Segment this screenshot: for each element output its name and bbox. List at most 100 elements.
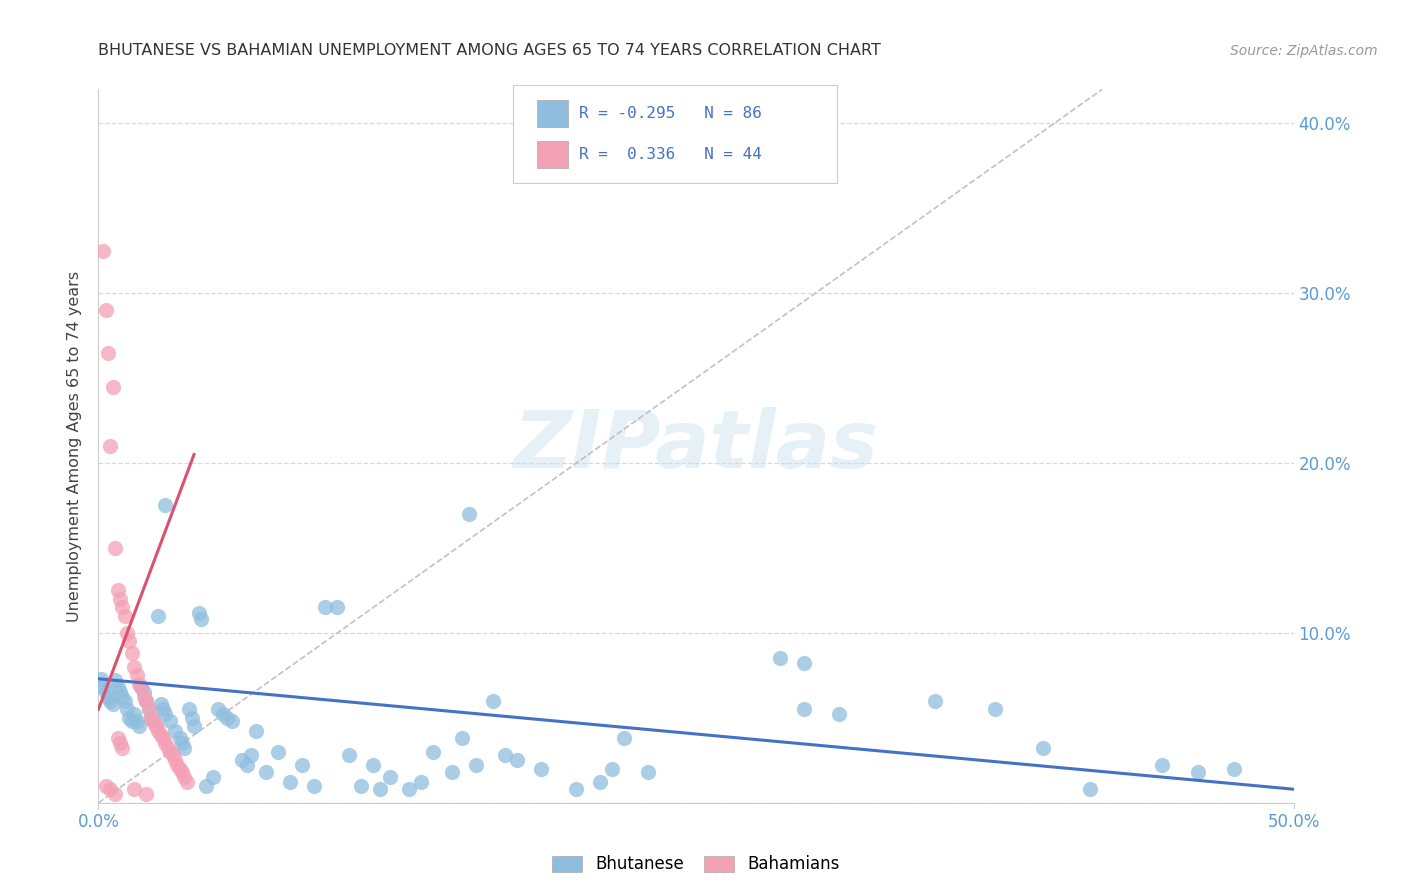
- Point: [1080, 782, 1102, 797]
- Point: [326, 600, 349, 615]
- Point: [481, 694, 505, 708]
- Point: [179, 702, 201, 716]
- Point: [108, 591, 131, 606]
- Point: [156, 741, 179, 756]
- Point: [339, 748, 360, 763]
- Point: [194, 779, 218, 793]
- Point: [207, 702, 229, 716]
- Point: [91, 244, 114, 258]
- Point: [187, 606, 209, 620]
- Point: [450, 731, 472, 746]
- Text: Source: ZipAtlas.com: Source: ZipAtlas.com: [1230, 44, 1378, 58]
- Point: [135, 694, 157, 708]
- Point: [217, 711, 239, 725]
- Point: [104, 673, 127, 688]
- Point: [91, 680, 114, 694]
- Point: [159, 745, 181, 759]
- Text: R =  0.336   N = 44: R = 0.336 N = 44: [579, 147, 762, 161]
- Point: [94, 303, 117, 318]
- Point: [101, 698, 124, 712]
- Point: [793, 657, 815, 671]
- Point: [254, 765, 277, 780]
- Point: [1222, 762, 1246, 776]
- Point: [97, 690, 120, 705]
- Point: [128, 719, 150, 733]
- Point: [124, 707, 146, 722]
- Point: [613, 731, 636, 746]
- Point: [152, 731, 174, 746]
- Point: [924, 694, 946, 708]
- Point: [104, 541, 127, 555]
- Point: [173, 770, 195, 784]
- Legend: Bhutanese, Bahamians: Bhutanese, Bahamians: [546, 849, 846, 880]
- Text: BHUTANESE VS BAHAMIAN UNEMPLOYMENT AMONG AGES 65 TO 74 YEARS CORRELATION CHART: BHUTANESE VS BAHAMIAN UNEMPLOYMENT AMONG…: [98, 43, 882, 58]
- Point: [149, 728, 172, 742]
- Point: [115, 702, 138, 716]
- Point: [118, 711, 141, 725]
- Point: [155, 499, 177, 513]
- Point: [139, 711, 162, 725]
- Point: [240, 748, 263, 763]
- Point: [132, 685, 155, 699]
- Point: [411, 775, 433, 789]
- Point: [506, 753, 529, 767]
- Point: [1150, 758, 1173, 772]
- Point: [139, 711, 162, 725]
- Point: [221, 714, 243, 729]
- Point: [231, 753, 253, 767]
- Point: [163, 753, 186, 767]
- Point: [378, 770, 401, 784]
- Point: [155, 707, 177, 722]
- Point: [169, 762, 191, 776]
- Point: [245, 724, 267, 739]
- Point: [441, 765, 464, 780]
- Point: [180, 711, 202, 725]
- Point: [131, 680, 153, 694]
- Point: [98, 782, 122, 797]
- Point: [278, 775, 301, 789]
- Point: [142, 714, 165, 729]
- Point: [108, 736, 131, 750]
- Point: [768, 651, 790, 665]
- Y-axis label: Unemployment Among Ages 65 to 74 years: Unemployment Among Ages 65 to 74 years: [67, 270, 83, 622]
- Point: [302, 779, 325, 793]
- Point: [291, 758, 314, 772]
- Point: [1032, 741, 1054, 756]
- Point: [211, 707, 233, 722]
- Point: [172, 765, 194, 780]
- Point: [135, 787, 157, 801]
- Point: [984, 702, 1007, 716]
- Point: [152, 702, 174, 716]
- Point: [363, 758, 385, 772]
- Point: [148, 724, 170, 739]
- Point: [176, 775, 198, 789]
- Point: [148, 608, 170, 623]
- Point: [163, 724, 186, 739]
- Point: [142, 714, 165, 729]
- Point: [121, 646, 143, 660]
- Point: [589, 775, 612, 789]
- Point: [202, 770, 225, 784]
- Point: [155, 736, 177, 750]
- Point: [94, 779, 117, 793]
- Point: [111, 741, 134, 756]
- Point: [118, 634, 141, 648]
- Point: [183, 719, 205, 733]
- Point: [637, 765, 659, 780]
- Point: [101, 379, 124, 393]
- Point: [125, 668, 148, 682]
- Point: [124, 782, 146, 797]
- Point: [173, 741, 195, 756]
- Point: [235, 758, 257, 772]
- Point: [104, 787, 127, 801]
- Point: [350, 779, 373, 793]
- Point: [458, 507, 481, 521]
- Point: [1187, 765, 1209, 780]
- Point: [131, 680, 153, 694]
- Point: [114, 694, 136, 708]
- Point: [114, 608, 136, 623]
- Point: [398, 782, 420, 797]
- Text: ZIPatlas: ZIPatlas: [513, 407, 879, 485]
- Point: [602, 762, 624, 776]
- Point: [159, 714, 181, 729]
